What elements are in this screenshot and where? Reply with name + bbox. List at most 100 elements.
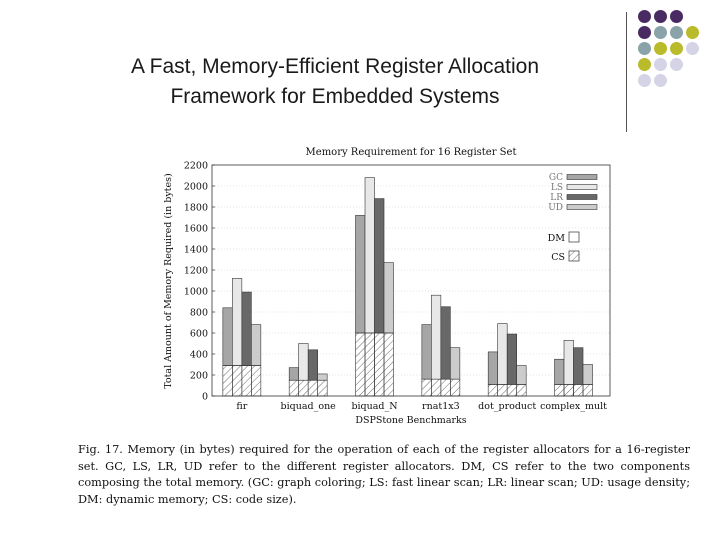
decorative-dot [686, 26, 699, 39]
decorative-dot [670, 58, 683, 71]
bar-lr-cs [374, 332, 385, 397]
decorative-dot [654, 74, 667, 87]
x-tick-label: complex_mult [540, 401, 607, 412]
memory-chart: Memory Requirement for 16 Register Set T… [163, 147, 611, 426]
decorative-dot-grid [638, 10, 720, 130]
legend-swatch [566, 184, 598, 190]
bar-ls-cs [232, 365, 243, 397]
bar-ud-dm [582, 364, 593, 385]
bar-gc-dm [222, 307, 233, 366]
legend-label: CS [551, 252, 565, 263]
slide-title-line1: A Fast, Memory-Efficient Register Alloca… [130, 55, 540, 78]
bar-ud-dm [450, 347, 461, 380]
legend-swatch [568, 231, 580, 243]
x-axis-label: DSPStone Benchmarks [355, 415, 466, 426]
bar-lr-cs [506, 384, 517, 397]
bar-ls-dm [431, 294, 442, 380]
decorative-dot [654, 58, 667, 71]
y-tick-label: 1000 [184, 287, 208, 298]
bar-gc-dm [421, 324, 432, 380]
bar-lr-cs [307, 379, 318, 397]
bar-ud-cs [251, 365, 262, 397]
bar-ls-cs [431, 378, 442, 397]
bar-gc-dm [355, 215, 366, 334]
bar-ls-dm [232, 278, 243, 366]
y-tick-label: 400 [190, 350, 208, 361]
bar-ls-dm [563, 340, 574, 385]
legend-label: GC [549, 173, 563, 183]
bar-ud-dm [516, 365, 527, 385]
bar-ls-cs [364, 332, 375, 397]
legend-swatch [568, 250, 580, 262]
bar-gc-dm [554, 358, 565, 385]
legend-label: UD [548, 203, 563, 213]
bar-ud-cs [317, 379, 328, 397]
bar-ls-cs [298, 379, 309, 397]
decorative-divider [626, 12, 627, 132]
decorative-dot [670, 42, 683, 55]
y-tick-label: 1200 [184, 266, 208, 277]
bar-ud-cs [516, 384, 527, 397]
figure-caption: Fig. 17. Memory (in bytes) required for … [78, 443, 690, 506]
decorative-dot [654, 26, 667, 39]
x-tick-label: dot_product [478, 401, 536, 412]
y-tick-label: 1800 [184, 203, 208, 214]
decorative-dot [638, 74, 651, 87]
legend-swatch [566, 174, 598, 180]
bar-ls-cs [497, 384, 508, 397]
y-tick-label: 2000 [184, 182, 208, 193]
bar-lr-dm [374, 198, 385, 334]
legend-label: DM [548, 233, 566, 244]
bar-gc-dm [487, 351, 498, 385]
y-tick-label: 2200 [184, 161, 208, 172]
decorative-dot [638, 10, 651, 23]
y-tick-label: 600 [190, 329, 208, 340]
legend-swatch [566, 194, 598, 200]
bar-lr-cs [241, 365, 252, 397]
plot-frame [211, 164, 611, 397]
bar-ls-dm [497, 323, 508, 385]
bar-gc-cs [355, 332, 366, 397]
bar-ud-cs [450, 378, 461, 397]
y-tick-label: 200 [190, 371, 208, 382]
bar-lr-dm [440, 306, 451, 380]
bar-gc-dm [288, 367, 299, 381]
decorative-dot [670, 26, 683, 39]
decorative-dot [654, 42, 667, 55]
bar-gc-cs [288, 379, 299, 397]
bar-lr-dm [241, 291, 252, 366]
x-tick-label: biquad_one [281, 401, 337, 412]
y-tick-label: 0 [202, 392, 208, 403]
decorative-dot [638, 58, 651, 71]
bar-ud-dm [317, 373, 328, 381]
slide-title: A Fast, Memory-Efficient Register Alloca… [40, 52, 630, 112]
y-tick-label: 1400 [184, 245, 208, 256]
bar-gc-cs [554, 384, 565, 397]
bar-lr-dm [506, 333, 517, 385]
bar-ud-dm [251, 324, 262, 366]
x-tick-label: rnat1x3 [422, 401, 460, 412]
bar-ud-dm [383, 262, 394, 334]
y-axis-label: Total Amount of Memory Required (in byte… [163, 173, 174, 388]
chart-title: Memory Requirement for 16 Register Set [306, 147, 517, 158]
x-tick-label: biquad_N [351, 401, 397, 412]
bar-lr-dm [573, 347, 584, 385]
bar-lr-cs [573, 384, 584, 397]
bar-gc-cs [222, 365, 233, 397]
x-tick-label: fir [236, 401, 247, 412]
decorative-dot [638, 26, 651, 39]
decorative-dot [686, 42, 699, 55]
y-tick-label: 1600 [184, 224, 208, 235]
legend-label: LS [551, 183, 563, 193]
bar-ls-cs [563, 384, 574, 397]
y-tick-label: 800 [190, 308, 208, 319]
bar-gc-cs [487, 384, 498, 397]
legend-label: LR [550, 193, 563, 203]
bar-gc-cs [421, 378, 432, 397]
decorative-dot [670, 10, 683, 23]
slide-title-line2: Framework for Embedded Systems [170, 85, 500, 108]
decorative-dot [638, 42, 651, 55]
bar-ud-cs [582, 384, 593, 397]
bar-ls-dm [298, 343, 309, 381]
bar-lr-dm [307, 349, 318, 381]
